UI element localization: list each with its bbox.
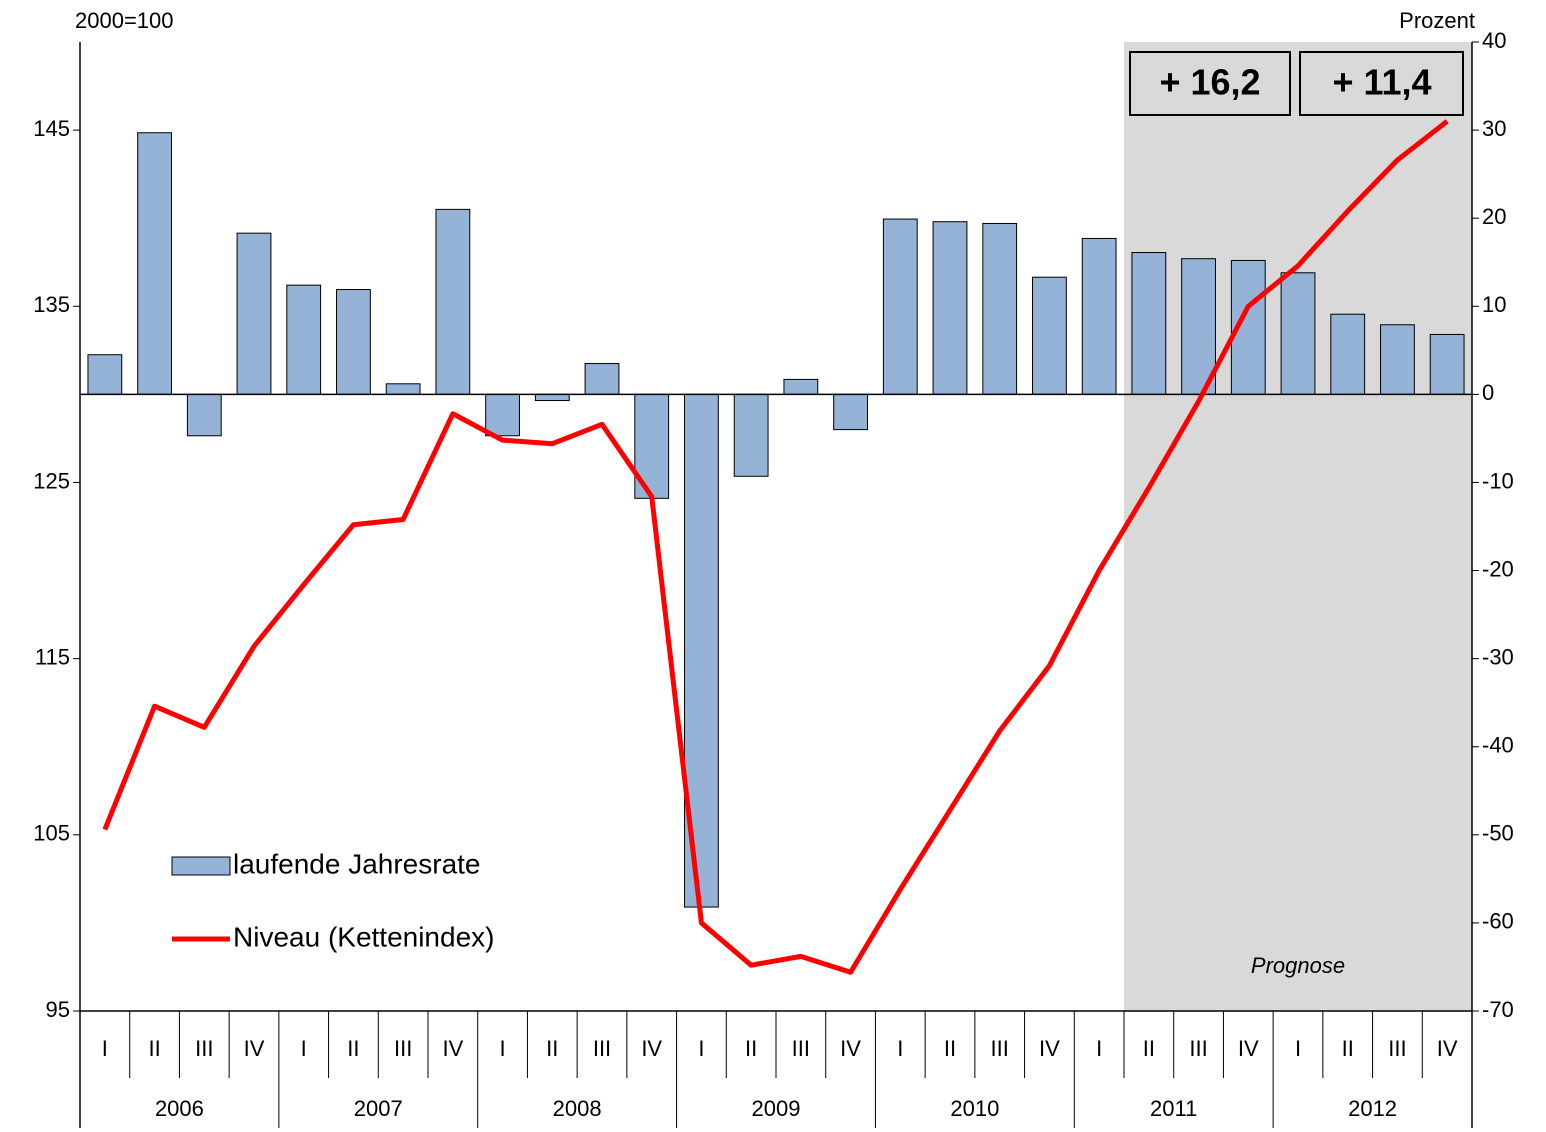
x-tick-label: III <box>1189 1036 1207 1061</box>
legend-label: Niveau (Kettenindex) <box>233 921 494 952</box>
x-group-label: 2008 <box>553 1096 602 1121</box>
x-group-label: 2006 <box>155 1096 204 1121</box>
y2-tick-label: -60 <box>1482 909 1514 934</box>
x-group-label: 2010 <box>950 1096 999 1121</box>
bar <box>336 289 371 395</box>
x-tick-label: II <box>1342 1036 1354 1061</box>
y2-axis-label: Prozent <box>1399 8 1475 33</box>
x-tick-label: I <box>698 1036 704 1061</box>
y2-tick-label: -70 <box>1482 997 1514 1022</box>
bar <box>1380 324 1415 395</box>
y2-tick-label: -40 <box>1482 733 1514 758</box>
bar <box>1032 276 1067 395</box>
bar <box>286 284 322 395</box>
x-tick-label: IV <box>1238 1036 1259 1061</box>
bar <box>87 354 123 395</box>
bar <box>1131 252 1167 395</box>
y2-tick-label: 40 <box>1482 28 1506 53</box>
y2-tick-label: -50 <box>1482 821 1514 846</box>
annotation-box <box>1129 51 1291 116</box>
x-tick-label: I <box>500 1036 506 1061</box>
bar <box>932 221 968 395</box>
bar <box>1330 313 1366 395</box>
x-tick-label: III <box>394 1036 412 1061</box>
y-axis-label: 2000=100 <box>75 8 174 33</box>
x-tick-label: IV <box>442 1036 463 1061</box>
bar <box>1280 272 1316 395</box>
bar <box>584 363 620 395</box>
x-tick-label: III <box>1388 1036 1406 1061</box>
x-tick-label: I <box>1295 1036 1301 1061</box>
x-tick-label: III <box>195 1036 213 1061</box>
y2-tick-label: 0 <box>1482 380 1494 405</box>
bar <box>733 393 769 477</box>
x-tick-label: II <box>1143 1036 1155 1061</box>
bar <box>485 393 520 437</box>
bar <box>1081 237 1117 395</box>
y2-tick-label: -30 <box>1482 644 1514 669</box>
x-group-label: 2009 <box>752 1096 801 1121</box>
legend-swatch <box>171 856 231 876</box>
bar <box>833 393 868 431</box>
y2-tick-label: -10 <box>1482 468 1514 493</box>
bar <box>385 383 421 395</box>
bar <box>137 132 172 395</box>
y-tick-label: 145 <box>33 116 70 141</box>
x-tick-label: III <box>991 1036 1009 1061</box>
bar <box>982 222 1018 395</box>
x-tick-label: IV <box>840 1036 861 1061</box>
y-tick-label: 105 <box>33 821 70 846</box>
legend-label: laufende Jahresrate <box>233 848 481 879</box>
x-tick-label: I <box>301 1036 307 1061</box>
y-tick-label: 95 <box>46 997 70 1022</box>
y-tick-label: 115 <box>35 644 70 669</box>
y2-tick-label: 20 <box>1482 204 1506 229</box>
bar <box>1429 333 1465 395</box>
annotation: + 16,2 <box>1159 62 1260 103</box>
x-tick-label: II <box>745 1036 757 1061</box>
x-tick-label: III <box>593 1036 611 1061</box>
bar <box>534 393 570 402</box>
x-tick-label: IV <box>1039 1036 1060 1061</box>
y2-tick-label: -20 <box>1482 556 1514 581</box>
y-tick-label: 135 <box>33 292 70 317</box>
annotation: Prognose <box>1251 953 1345 978</box>
bar <box>783 378 819 395</box>
x-tick-label: I <box>102 1036 108 1061</box>
forecast-shade <box>1124 42 1472 1011</box>
bar <box>236 232 272 395</box>
bar <box>1181 258 1216 395</box>
x-tick-label: IV <box>641 1036 662 1061</box>
x-group-label: 2012 <box>1348 1096 1397 1121</box>
x-tick-label: IV <box>244 1036 265 1061</box>
x-tick-label: IV <box>1437 1036 1458 1061</box>
x-tick-label: III <box>792 1036 810 1061</box>
x-tick-label: II <box>347 1036 359 1061</box>
y-tick-label: 125 <box>33 468 70 493</box>
x-tick-label: I <box>897 1036 903 1061</box>
line <box>102 119 1449 975</box>
y2-tick-label: 10 <box>1482 292 1506 317</box>
x-tick-label: II <box>944 1036 956 1061</box>
x-tick-label: II <box>148 1036 160 1061</box>
x-group-label: 2007 <box>354 1096 403 1121</box>
annotation-box <box>1299 51 1464 116</box>
bar <box>186 393 222 437</box>
y2-tick-label: 30 <box>1482 116 1506 141</box>
bar <box>882 218 918 395</box>
annotation: + 11,4 <box>1332 62 1431 103</box>
x-tick-label: I <box>1096 1036 1102 1061</box>
x-group-label: 2011 <box>1150 1096 1197 1121</box>
bar <box>435 208 471 395</box>
x-tick-label: II <box>546 1036 558 1061</box>
